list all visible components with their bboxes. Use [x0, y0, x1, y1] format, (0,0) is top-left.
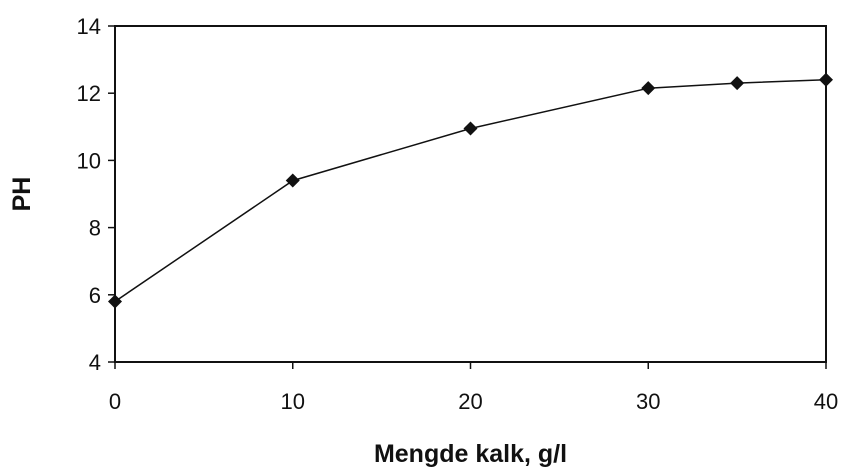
y-tick-label: 6 — [89, 283, 101, 308]
x-tick-label: 30 — [636, 389, 660, 414]
x-tick-label: 40 — [814, 389, 838, 414]
y-tick-label: 8 — [89, 216, 101, 241]
y-tick-label: 10 — [77, 148, 101, 173]
x-tick-label: 20 — [458, 389, 482, 414]
y-axis-title: PH — [8, 177, 36, 212]
data-point-marker — [730, 76, 745, 91]
series-line — [114, 79, 827, 303]
plot-frame — [114, 25, 827, 363]
plot-area: 4 6 8 10 12 14 0 10 20 30 40 — [77, 14, 839, 414]
data-point-marker — [108, 294, 122, 309]
y-tick-label: 4 — [89, 350, 101, 375]
y-tick-label: 14 — [77, 14, 101, 39]
x-tick-label: 0 — [109, 389, 121, 414]
data-point-marker — [463, 121, 478, 136]
data-point-marker — [819, 72, 833, 87]
x-tick-label: 10 — [281, 389, 305, 414]
x-axis-title: Mengde kalk, g/l — [374, 440, 567, 468]
y-tick-label: 12 — [77, 81, 101, 106]
data-point-marker — [641, 81, 656, 96]
x-axis: 0 10 20 30 40 — [109, 362, 838, 414]
data-point-marker — [285, 173, 300, 188]
y-axis: 4 6 8 10 12 14 — [77, 14, 115, 375]
series-markers — [108, 72, 833, 309]
